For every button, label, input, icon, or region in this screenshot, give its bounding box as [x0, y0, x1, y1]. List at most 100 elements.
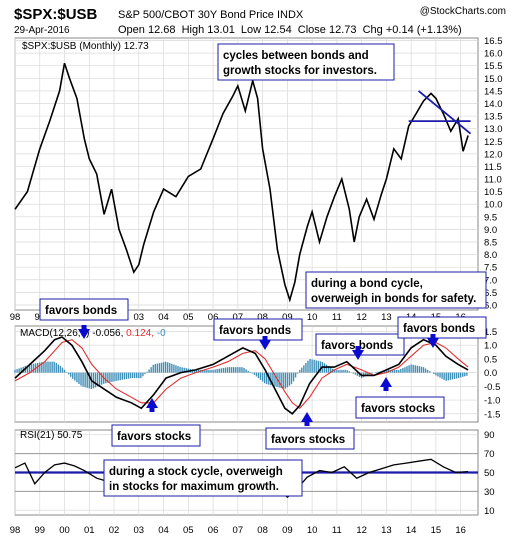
arrow-down-icon — [259, 340, 271, 350]
x-tick-label: 14 — [406, 525, 417, 536]
price-y-tick-label: 11.0 — [484, 175, 502, 186]
price-y-tick-label: 14.5 — [484, 86, 503, 97]
macd-line — [14, 336, 469, 415]
price-y-tick-label: 13.0 — [484, 124, 503, 135]
annotation-favors-bonds-2: favors bonds — [213, 318, 303, 341]
x-tick-label: 06 — [208, 525, 219, 536]
price-y-tick-label: 8.0 — [484, 250, 497, 261]
rsi-y-tick-label: 70 — [484, 449, 495, 460]
arrow-up-icon — [146, 398, 158, 408]
price-y-tick-label: 16.5 — [484, 36, 503, 47]
x-tick-label: 11 — [332, 312, 342, 323]
annotation-text: favors stocks — [361, 403, 435, 415]
trend-line — [418, 90, 472, 135]
x-tick-label: 11 — [332, 525, 342, 536]
annotation-box — [265, 427, 355, 450]
x-tick-label: 09 — [282, 525, 293, 536]
arrow-stem — [81, 325, 87, 329]
macd-y-tick-label: -1.0 — [484, 396, 500, 407]
annotation-text: favors bonds — [219, 325, 291, 337]
chart-date: 29-Apr-2016 — [14, 25, 70, 36]
arrow-stem — [430, 334, 436, 338]
macd-legend: MACD(12,26,9) -0.056, 0.124, -0 — [20, 328, 166, 339]
x-tick-label: 09 — [282, 312, 293, 323]
price-y-tick-label: 13.5 — [484, 112, 503, 123]
arrow-stem — [304, 422, 310, 426]
x-tick-label: 02 — [109, 525, 120, 536]
ohlc-readout: Open 12.68 High 13.01 Low 12.54 Close 12… — [118, 24, 462, 36]
price-y-tick-label: 6.5 — [484, 288, 497, 299]
price-y-tick-label: 9.0 — [484, 225, 497, 236]
rsi-y-tick-label: 50 — [484, 468, 495, 479]
macd-y-tick-label: -1.5 — [484, 409, 500, 420]
arrow-up-icon — [380, 377, 392, 387]
watermark: @StockCharts.com — [420, 6, 506, 17]
x-tick-label: 13 — [381, 312, 392, 323]
price-y-tick-label: 9.5 — [484, 212, 497, 223]
price-frame — [14, 37, 479, 311]
x-tick-label: 01 — [84, 525, 95, 536]
arrow-stem — [383, 387, 389, 391]
annotation-cycles: cycles between bonds and growth stocks fo… — [217, 43, 395, 81]
annotation-favors-stocks-3: favors stocks — [355, 396, 445, 419]
annotation-text: during a bond cycle, overweigh in bonds f… — [311, 278, 476, 305]
annotation-box — [355, 396, 445, 419]
x-tick-label: 03 — [134, 312, 145, 323]
arrow-down-icon — [78, 329, 90, 339]
arrow-down-icon — [427, 338, 439, 348]
x-tick-label: 10 — [307, 312, 318, 323]
price-y-tick-label: 15.0 — [484, 74, 503, 85]
macd-y-tick-label: 0.0 — [484, 368, 497, 379]
x-tick-label: 08 — [257, 312, 268, 323]
macd-y-tick-label: -0.5 — [484, 382, 500, 393]
price-series-line — [14, 62, 469, 303]
annotation-favors-stocks-1: favors stocks — [111, 424, 201, 447]
price-panel: 6.06.5 7.07.5 8.08.5 9.0 9.510.0 10.511.0 11.5… — [14, 36, 503, 311]
macd-y-tick-label: 1.0 — [484, 341, 497, 352]
annotation-box — [39, 298, 129, 321]
price-y-tick-label: 14.0 — [484, 99, 503, 110]
macd-legend-label: MACD(12,26,9) — [20, 328, 92, 339]
price-y-tick-label: 10.0 — [484, 200, 503, 211]
rsi-y-tick-label: 90 — [484, 430, 495, 441]
x-tick-label: 00 — [59, 525, 70, 536]
macd-legend-value: -0.056, — [92, 328, 126, 339]
macd-y-tick-label: 1.5 — [484, 327, 497, 338]
price-y-tick-label: 15.5 — [484, 61, 503, 72]
annotation-box — [111, 424, 201, 447]
x-tick-label: 99 — [34, 525, 45, 536]
annotation-text: during a stock cycle, overweigh in stocks… — [109, 466, 283, 493]
annotation-favors-bonds-1: favors bonds — [39, 298, 129, 321]
price-y-tick-label: 12.5 — [484, 137, 503, 148]
x-tick-label: 10 — [307, 525, 318, 536]
annotation-text: favors stocks — [271, 434, 345, 446]
macd-signal-line — [14, 339, 469, 410]
macd-y-tick-label: 0.5 — [484, 354, 497, 365]
x-tick-label: 05 — [183, 525, 194, 536]
rsi-legend: RSI(21) 50.75 — [20, 430, 83, 441]
x-tick-label: 07 — [233, 525, 244, 536]
price-y-tick-label: 7.5 — [484, 263, 497, 274]
x-tick-label: 04 — [158, 312, 169, 323]
arrow-stem — [262, 336, 268, 340]
annotation-text: favors stocks — [117, 431, 191, 443]
rsi-y-tick-label: 10 — [484, 506, 495, 517]
x-tick-label: 15 — [431, 525, 442, 536]
arrow-stem — [149, 408, 155, 412]
annotations-layer: cycles between bonds and growth stocks fo… — [39, 43, 487, 497]
x-tick-label: 98 — [10, 312, 21, 323]
arrow-up-icon — [301, 412, 313, 422]
annotation-favors-stocks-2: favors stocks — [265, 427, 355, 450]
x-tick-label: 98 — [10, 525, 21, 536]
annotation-bond-cycle: during a bond cycle, overweigh in bonds f… — [305, 271, 487, 309]
price-y-tick-label: 6.0 — [484, 300, 497, 311]
x-tick-label: 16 — [455, 525, 466, 536]
price-y-tick-label: 12.0 — [484, 149, 503, 160]
x-tick-label: 03 — [134, 525, 145, 536]
x-tick-label: 12 — [356, 525, 367, 536]
annotation-box — [397, 316, 487, 339]
annotation-box — [103, 459, 303, 497]
price-y-tick-label: 7.0 — [484, 275, 497, 286]
annotation-box — [217, 43, 395, 81]
